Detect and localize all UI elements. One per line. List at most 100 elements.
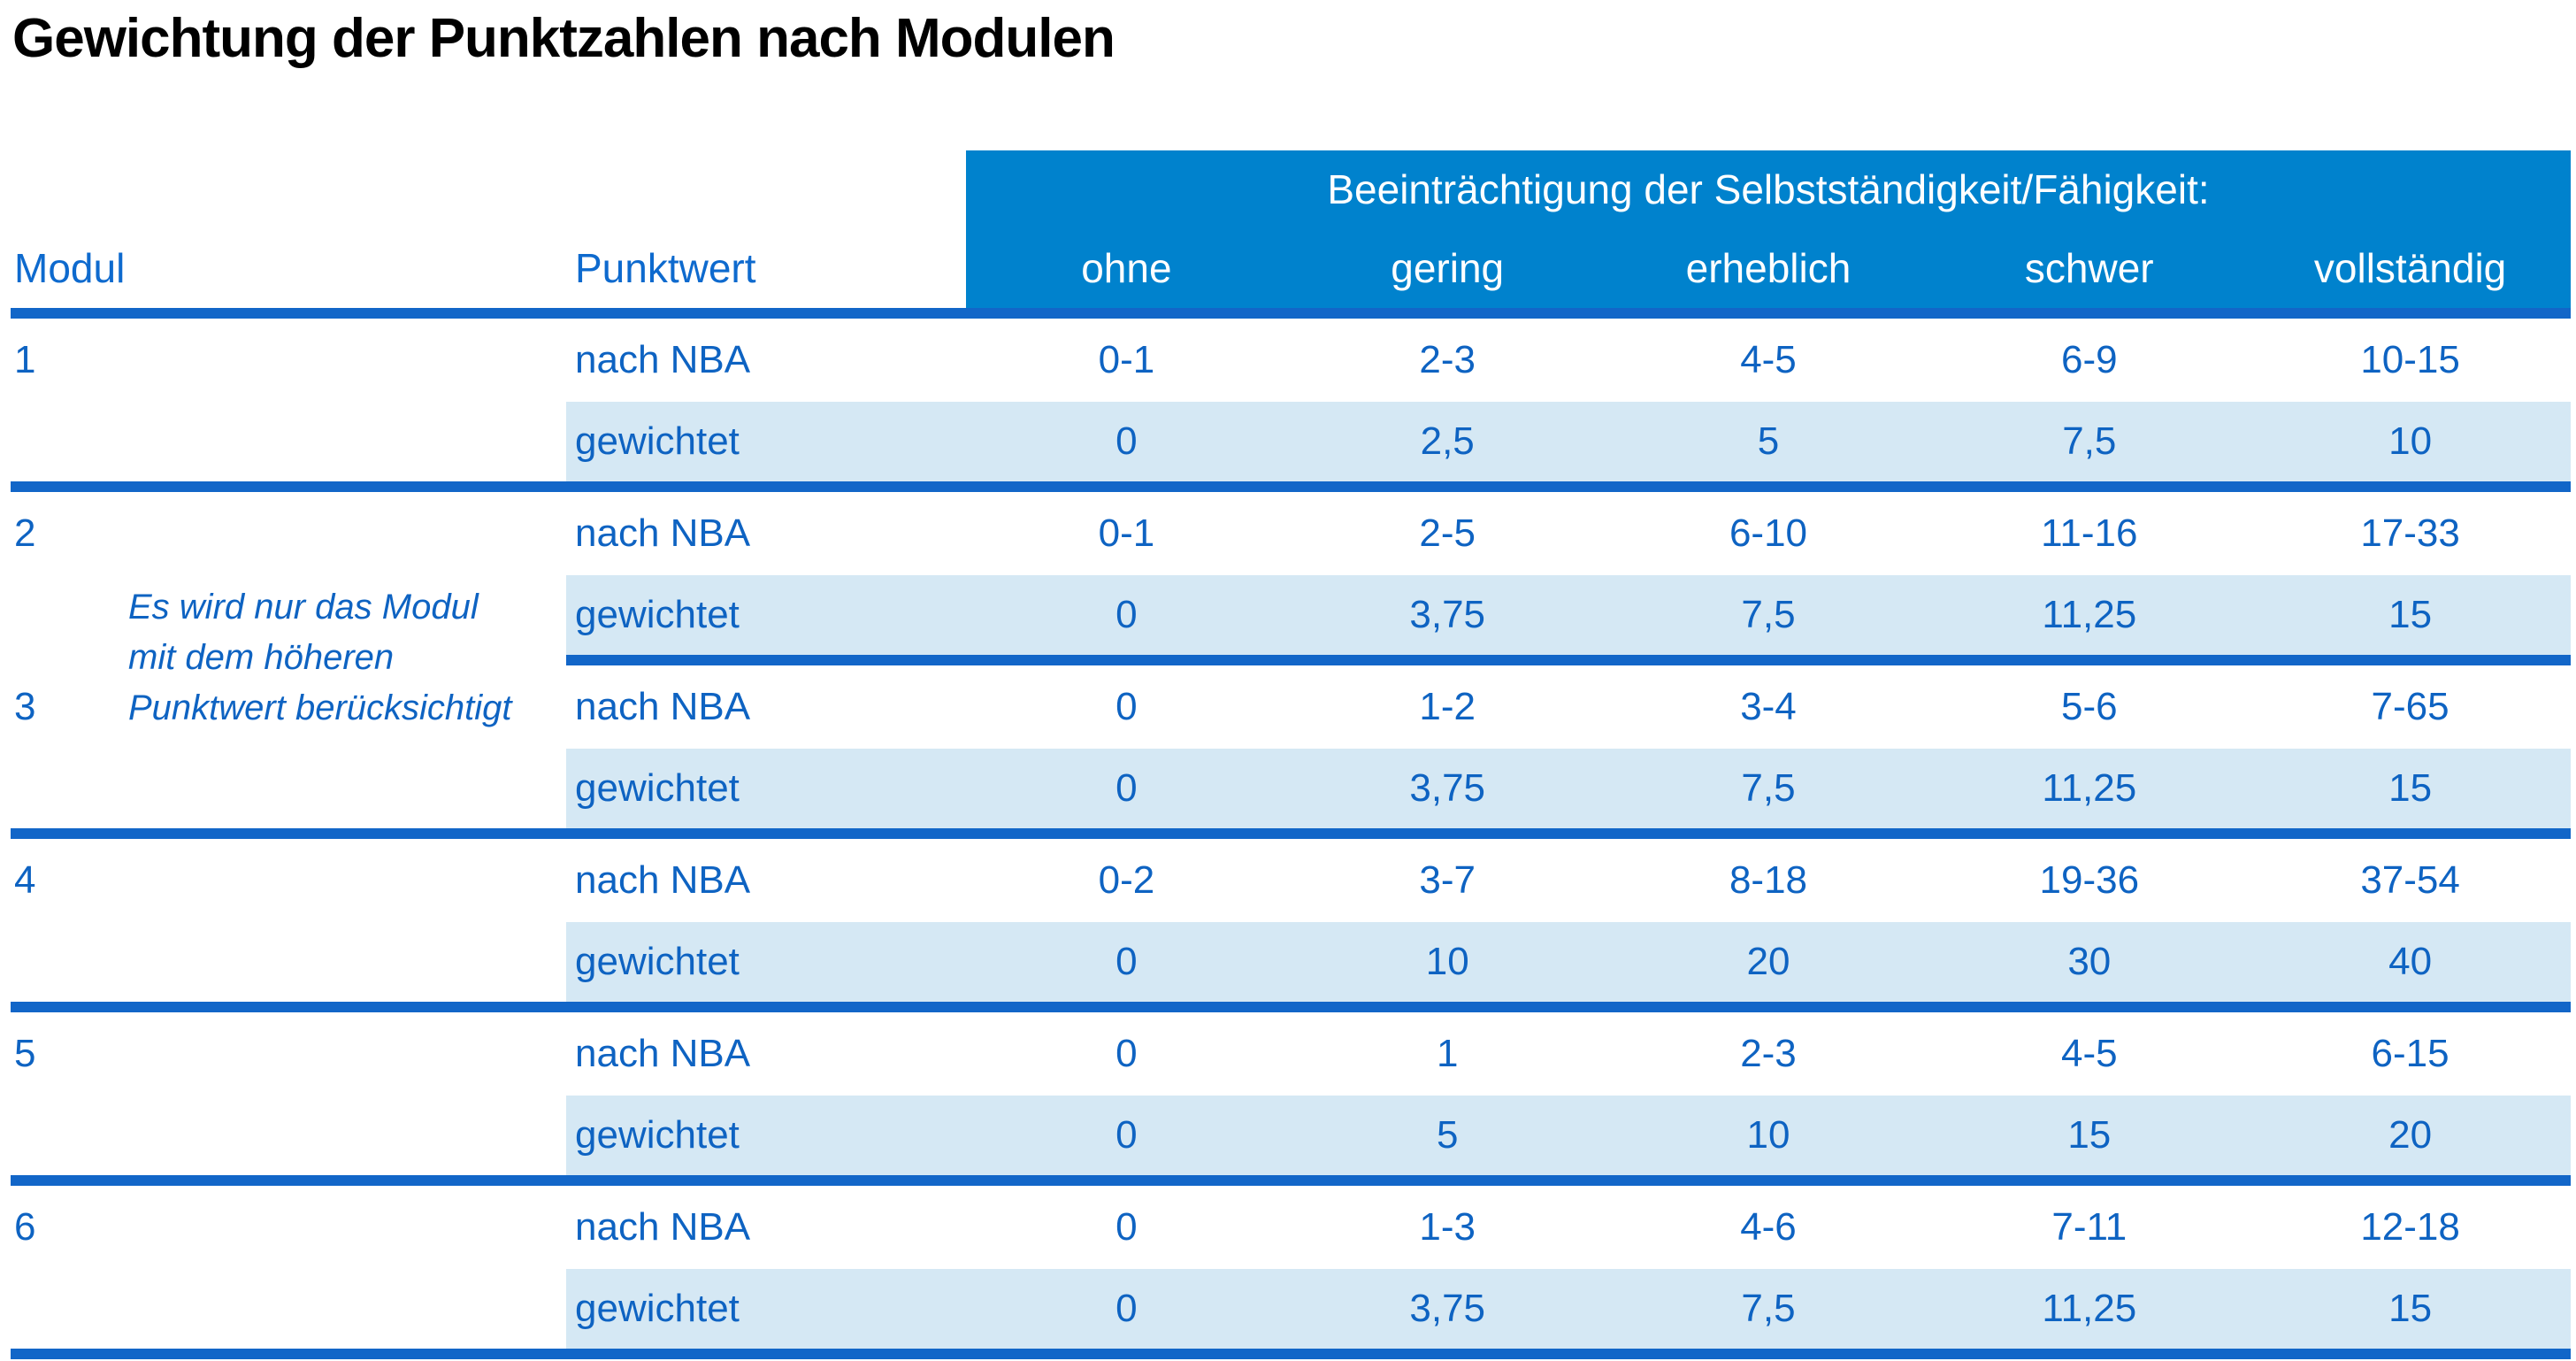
- module-number: 3: [14, 685, 36, 728]
- nba-value: 0: [1116, 1205, 1138, 1249]
- column-header-erheblich: erheblich: [1607, 228, 1929, 308]
- module-number-empty: [11, 1096, 566, 1175]
- note-line: Es wird nur das Modul: [128, 588, 479, 627]
- module-nba-row: 5 nach NBA 0 1 2-3 4-5 6-15: [11, 1012, 2571, 1096]
- row-label-nba: nach NBA: [575, 858, 751, 902]
- module-nba-row: 1 nach NBA 0-1 2-3 4-5 6-9 10-15: [11, 319, 2571, 402]
- weighted-value: 15: [1928, 1096, 2250, 1175]
- module-weighted-row: gewichtet 0 10 20 30 40: [11, 922, 2571, 1002]
- module-nba-row: 6 nach NBA 0 1-3 4-6 7-11 12-18: [11, 1186, 2571, 1269]
- nba-value: 6-15: [2371, 1032, 2450, 1075]
- weighted-value: 5: [1607, 402, 1929, 481]
- column-header-modul: Modul: [14, 245, 126, 291]
- nba-value: 4-5: [1740, 338, 1797, 381]
- nba-value: 0: [1116, 685, 1138, 728]
- row-label-weighted: gewichtet: [566, 1096, 966, 1175]
- module-weighted-row: gewichtet 0 3,75 7,5 11,25 15: [11, 1269, 2571, 1349]
- nba-value: 17-33: [2360, 511, 2460, 555]
- weighted-value: 3,75: [1286, 1269, 1608, 1349]
- nba-value: 4-6: [1740, 1205, 1797, 1249]
- weighted-value: 20: [1607, 922, 1929, 1002]
- row-label-weighted: gewichtet: [566, 402, 966, 481]
- weighted-value: 7,5: [1928, 402, 2250, 481]
- weighted-value: 11,25: [1928, 575, 2250, 655]
- nba-value: 10-15: [2360, 338, 2460, 381]
- nba-value: 12-18: [2360, 1205, 2460, 1249]
- nba-value: 5-6: [2060, 685, 2118, 728]
- table-header-band-row: Beeinträchtigung der Selbstständigkeit/F…: [11, 150, 2571, 228]
- nba-value: 6-10: [1729, 511, 1808, 555]
- weighted-value: 7,5: [1607, 1269, 1929, 1349]
- module-nba-row: 4 nach NBA 0-2 3-7 8-18 19-36 37-54: [11, 839, 2571, 922]
- module-2-3-note: Es wird nur das Modul mit dem höheren Pu…: [128, 582, 512, 734]
- group-separator-line: [11, 481, 2571, 492]
- nba-value: 37-54: [2360, 858, 2460, 902]
- weighted-value: 10: [2250, 402, 2571, 481]
- nba-value: 1: [1436, 1032, 1459, 1075]
- weighted-value: 0: [966, 922, 1287, 1002]
- weighted-value: 2,5: [1286, 402, 1608, 481]
- group-separator-line: [11, 1002, 2571, 1012]
- weighted-value: 30: [1928, 922, 2250, 1002]
- nba-value: 2-3: [1740, 1032, 1797, 1075]
- column-header-punktwert: Punktwert: [575, 245, 756, 291]
- row-label-nba: nach NBA: [575, 685, 751, 728]
- column-header-gering: gering: [1286, 228, 1608, 308]
- weighted-value: 10: [1607, 1096, 1929, 1175]
- header-separator-line: [11, 308, 2571, 319]
- column-header-ohne: ohne: [966, 228, 1287, 308]
- group-separator-line: [11, 828, 2571, 839]
- module-number-empty: [11, 922, 566, 1002]
- weighted-value: 0: [966, 749, 1287, 828]
- nba-value: 0-1: [1098, 338, 1155, 381]
- module-number-empty: [11, 402, 566, 481]
- row-label-weighted: gewichtet: [566, 575, 966, 655]
- nba-value: 0: [1116, 1032, 1138, 1075]
- weighting-table: Beeinträchtigung der Selbstständigkeit/F…: [11, 150, 2571, 1359]
- nba-value: 1-2: [1419, 685, 1476, 728]
- row-label-weighted: gewichtet: [566, 922, 966, 1002]
- nba-value: 0-1: [1098, 511, 1155, 555]
- weighted-value: 7,5: [1607, 575, 1929, 655]
- weighted-value: 11,25: [1928, 749, 2250, 828]
- note-line: Punktwert berücksichtigt: [128, 688, 512, 727]
- weighted-value: 0: [966, 1269, 1287, 1349]
- module-number: 6: [14, 1205, 36, 1249]
- weighted-value: 7,5: [1607, 749, 1929, 828]
- module-weighted-row: gewichtet 0 2,5 5 7,5 10: [11, 402, 2571, 481]
- module-weighted-row: gewichtet 0 5 10 15 20: [11, 1096, 2571, 1175]
- module-weighted-row: gewichtet 0 3,75 7,5 11,25 15: [11, 749, 2571, 828]
- module-number-empty: [11, 749, 566, 828]
- nba-value: 19-36: [2039, 858, 2140, 902]
- weighted-value: 3,75: [1286, 575, 1608, 655]
- nba-value: 7-11: [2051, 1205, 2128, 1249]
- weighted-value: 5: [1286, 1096, 1608, 1175]
- nba-value: 8-18: [1729, 858, 1808, 902]
- column-header-schwer: schwer: [1928, 228, 2250, 308]
- row-label-nba: nach NBA: [575, 511, 751, 555]
- weighted-value: 3,75: [1286, 749, 1608, 828]
- weighted-value: 11,25: [1928, 1269, 2250, 1349]
- module-nba-row: 3 nach NBA 0 1-2 3-4 5-6 7-65: [11, 665, 2571, 749]
- nba-value: 0-2: [1098, 858, 1155, 902]
- group-separator-line: [566, 655, 2571, 665]
- table-header-labels-row: Modul Punktwert ohne gering erheblich sc…: [11, 228, 2571, 308]
- nba-value: 2-5: [1419, 511, 1476, 555]
- weighted-value: 20: [2250, 1096, 2571, 1175]
- weighted-value: 0: [966, 575, 1287, 655]
- nba-value: 1-3: [1419, 1205, 1476, 1249]
- module-nba-row: 2 nach NBA 0-1 2-5 6-10 11-16 17-33: [11, 492, 2571, 575]
- column-header-vollstaendig: vollständig: [2250, 228, 2571, 308]
- header-spacer: [11, 150, 966, 228]
- table-body: 1 nach NBA 0-1 2-3 4-5 6-9 10-15 gewicht…: [11, 319, 2571, 1359]
- row-label-nba: nach NBA: [575, 1032, 751, 1075]
- weighted-value: 15: [2250, 575, 2571, 655]
- nba-value: 11-16: [2041, 511, 2138, 555]
- row-label-weighted: gewichtet: [566, 1269, 966, 1349]
- module-number: 5: [14, 1032, 36, 1075]
- module-number-empty: [11, 1269, 566, 1349]
- module-number: 2: [14, 511, 36, 555]
- nba-value: 7-65: [2371, 685, 2450, 728]
- module-weighted-row: gewichtet 0 3,75 7,5 11,25 15: [11, 575, 2571, 655]
- row-label-nba: nach NBA: [575, 1205, 751, 1249]
